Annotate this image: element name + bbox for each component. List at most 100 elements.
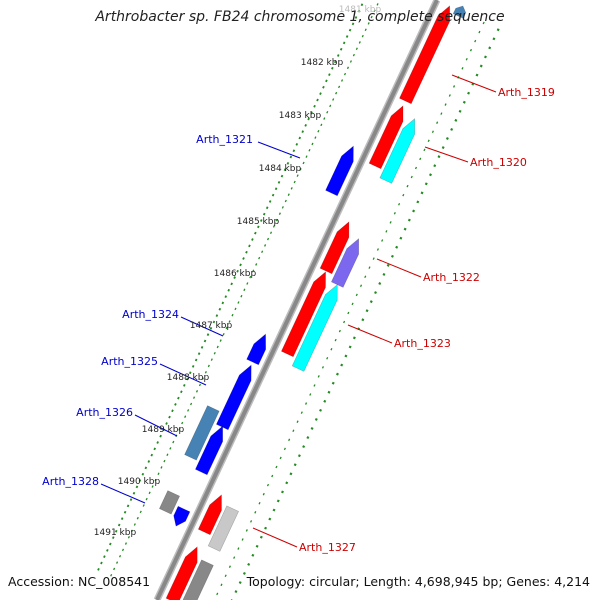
- tick-mark: [289, 155, 293, 159]
- tick-mark: [301, 130, 305, 134]
- tick-mark: [305, 155, 308, 158]
- tick-mark: [338, 329, 341, 333]
- tick-mark: [154, 478, 157, 482]
- tick-mark: [133, 523, 136, 526]
- tick-mark: [429, 173, 432, 177]
- tick-mark: [116, 561, 119, 564]
- tick-mark: [424, 182, 428, 186]
- tick-mark: [296, 174, 299, 177]
- tick-mark: [195, 390, 199, 393]
- tick-mark: [328, 73, 331, 76]
- tick-mark: [157, 472, 160, 476]
- tick-mark: [250, 520, 253, 523]
- tick-mark: [272, 225, 276, 228]
- tick-mark: [197, 352, 201, 356]
- tick-mark: [236, 269, 239, 273]
- backbone: [153, 0, 441, 600]
- tick-mark: [327, 390, 331, 394]
- tick-mark: [448, 94, 451, 97]
- tick-mark: [97, 567, 100, 571]
- tick-mark: [224, 574, 227, 578]
- tick-mark: [275, 465, 278, 469]
- gene-label: Arth_1325: [101, 355, 158, 368]
- tick-mark: [100, 561, 103, 565]
- tick-mark: [181, 421, 184, 425]
- tick-mark: [221, 301, 225, 305]
- tick-mark: [204, 371, 207, 374]
- tick-mark: [427, 139, 430, 143]
- tick-mark: [325, 79, 328, 83]
- tick-mark: [169, 447, 172, 450]
- gene-arrow-1319: [399, 5, 451, 105]
- tick-mark: [156, 441, 159, 444]
- tick-mark: [249, 275, 252, 279]
- tick-mark: [302, 445, 306, 449]
- tick-mark: [129, 498, 133, 501]
- tick-mark: [347, 311, 350, 315]
- scale-label: 1482 kbp: [301, 58, 344, 68]
- tick-mark: [351, 22, 355, 26]
- tick-mark: [302, 161, 305, 165]
- callout-line: [180, 316, 224, 337]
- tick-mark: [178, 428, 181, 431]
- tick-mark: [135, 485, 139, 489]
- tick-mark: [184, 415, 187, 418]
- tick-mark: [271, 193, 275, 197]
- tick-mark: [213, 351, 216, 355]
- tick-mark: [308, 149, 311, 152]
- gene-label: Arth_1324: [122, 308, 179, 321]
- tick-mark: [268, 200, 272, 203]
- tick-mark: [216, 345, 219, 349]
- tick-mark: [239, 263, 242, 267]
- callout-line: [134, 414, 178, 437]
- tick-mark: [351, 302, 354, 306]
- tick-mark: [412, 209, 416, 213]
- gene-label: Arth_1321: [196, 133, 253, 146]
- callout-line: [347, 324, 393, 344]
- tick-mark: [295, 142, 299, 146]
- gene-label: Arth_1320: [470, 156, 527, 169]
- tick-mark: [289, 472, 293, 476]
- tick-mark: [237, 301, 240, 304]
- tick-mark: [374, 291, 377, 295]
- tick-mark: [187, 409, 190, 412]
- gene-arrow-a: [368, 105, 404, 170]
- tick-mark: [286, 162, 290, 165]
- gene-arrow-top-steel: [452, 5, 467, 19]
- tick-mark: [378, 282, 382, 285]
- tick-mark: [420, 191, 424, 195]
- tick-mark: [265, 206, 269, 210]
- tick-mark: [138, 479, 142, 482]
- tick-mark: [433, 164, 437, 168]
- tick-mark: [258, 501, 261, 505]
- tick-mark: [414, 166, 418, 170]
- tick-mark: [478, 30, 481, 34]
- tick-mark: [358, 41, 361, 44]
- tick-mark: [281, 206, 284, 209]
- tick-mark: [255, 263, 258, 266]
- tick-mark: [245, 250, 248, 254]
- tick-mark: [257, 225, 260, 229]
- gene-arrow-b: [319, 221, 350, 275]
- tick-mark: [304, 402, 308, 405]
- tick-mark: [266, 237, 270, 241]
- tick-mark: [225, 326, 228, 330]
- tick-mark: [399, 236, 403, 240]
- tick-mark: [462, 100, 466, 104]
- tick-mark: [395, 245, 399, 249]
- tick-mark: [334, 60, 337, 64]
- tick-mark: [147, 460, 151, 463]
- gene-arrow-1322: [331, 238, 360, 288]
- gene-label: Arth_1319: [498, 86, 555, 99]
- tick-mark: [313, 384, 316, 387]
- tick-mark: [198, 383, 202, 387]
- tick-mark: [264, 526, 268, 530]
- tick-mark: [271, 474, 274, 478]
- tick-mark: [206, 333, 210, 337]
- tick-mark: [292, 429, 295, 433]
- tick-mark: [431, 130, 434, 134]
- tick-mark: [168, 415, 171, 419]
- callout-line: [159, 363, 207, 386]
- tick-mark: [145, 497, 148, 501]
